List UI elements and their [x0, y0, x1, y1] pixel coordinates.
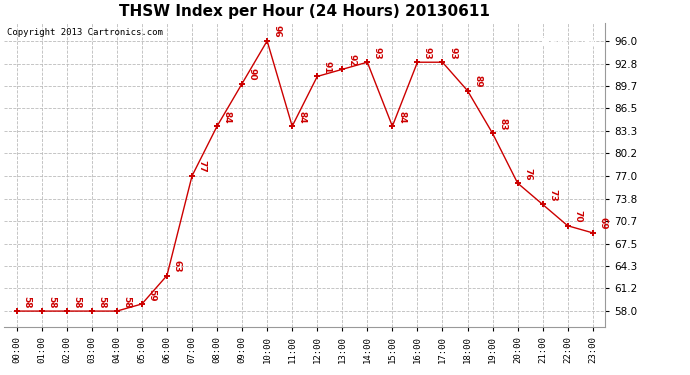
Text: 90: 90 [248, 68, 257, 81]
Text: 93: 93 [448, 47, 457, 60]
Text: 84: 84 [398, 111, 407, 123]
Text: 58: 58 [48, 296, 57, 308]
Text: 96: 96 [273, 26, 282, 38]
Text: Copyright 2013 Cartronics.com: Copyright 2013 Cartronics.com [7, 28, 163, 37]
Text: 84: 84 [223, 111, 232, 123]
Text: 83: 83 [498, 118, 507, 130]
Text: 69: 69 [598, 217, 607, 230]
Text: 89: 89 [473, 75, 482, 88]
Text: 58: 58 [72, 296, 81, 308]
Text: 58: 58 [97, 296, 106, 308]
Text: 91: 91 [323, 61, 332, 74]
Text: 84: 84 [298, 111, 307, 123]
Text: 58: 58 [22, 296, 31, 308]
Text: 70: 70 [573, 210, 582, 223]
Text: 58: 58 [122, 296, 131, 308]
Text: 93: 93 [373, 47, 382, 60]
Text: 76: 76 [523, 168, 532, 180]
Text: 63: 63 [172, 260, 181, 273]
Text: 77: 77 [197, 160, 206, 173]
Text: 93: 93 [423, 47, 432, 60]
Text: 92: 92 [348, 54, 357, 66]
Title: THSW Index per Hour (24 Hours) 20130611: THSW Index per Hour (24 Hours) 20130611 [119, 4, 490, 19]
Text: 73: 73 [548, 189, 558, 202]
Text: 59: 59 [148, 289, 157, 301]
Text: THSW  (°F): THSW (°F) [535, 38, 595, 48]
